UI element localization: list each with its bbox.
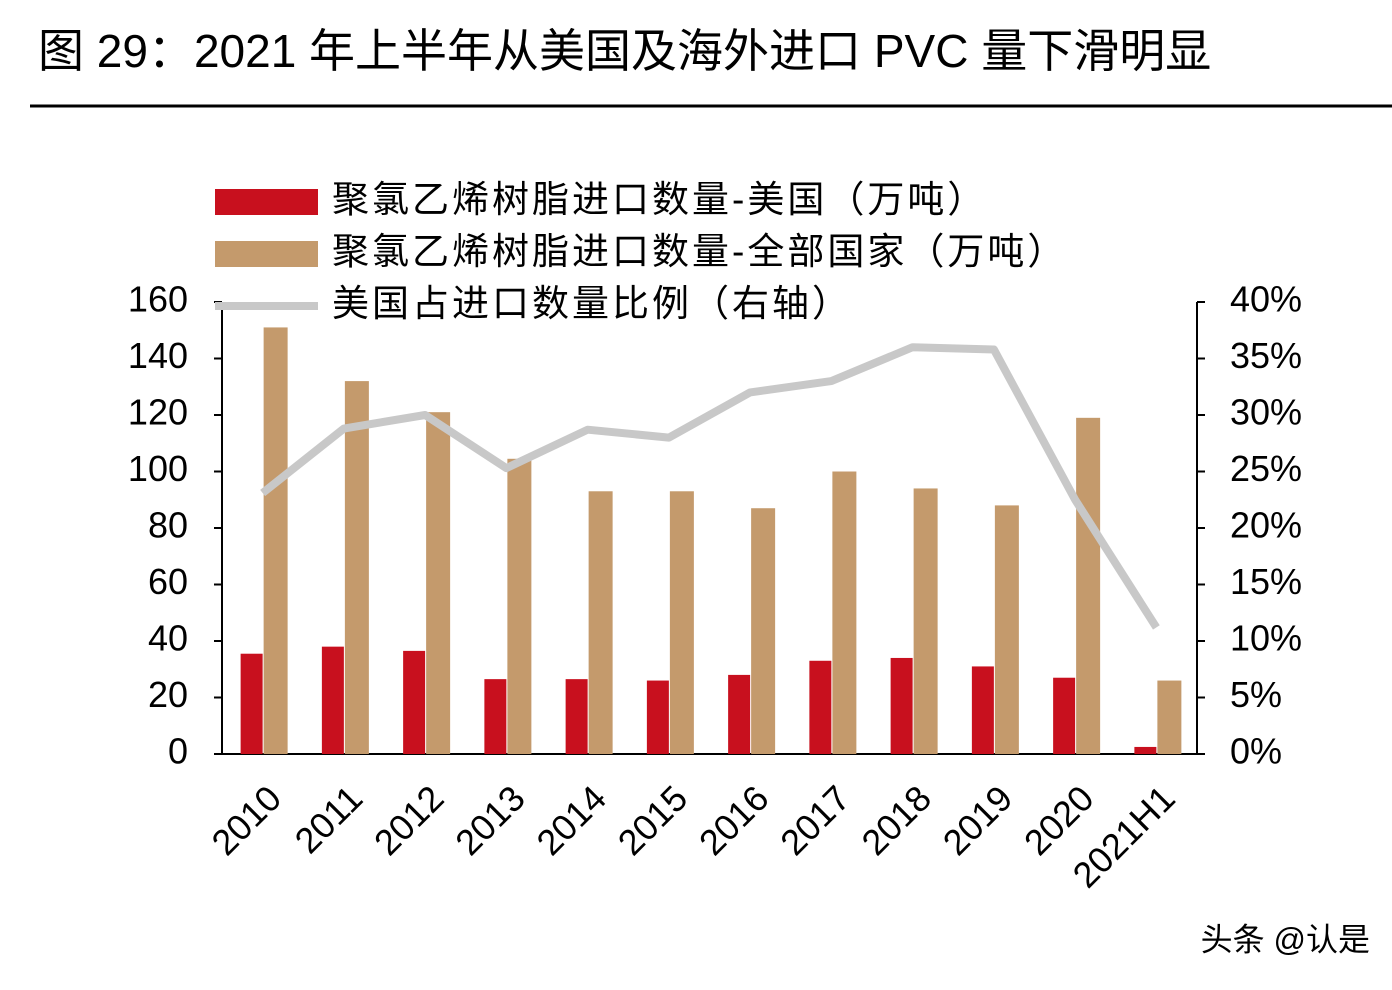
x-tick-label: 2016 <box>691 777 777 863</box>
bar <box>426 412 451 754</box>
y2-tick-label: 30% <box>1230 392 1302 433</box>
legend-label: 聚氯乙烯树脂进口数量-全部国家（万吨） <box>332 231 1067 272</box>
x-tick-label: 2019 <box>935 777 1021 863</box>
x-tick-label: 2013 <box>447 777 533 863</box>
x-tick-label: 2014 <box>528 777 614 863</box>
bar <box>1157 680 1182 754</box>
bar <box>240 653 263 754</box>
y-tick-label: 100 <box>128 448 188 489</box>
y-tick-label: 0 <box>168 731 188 772</box>
x-tick-label: 2017 <box>772 777 858 863</box>
legend-label: 聚氯乙烯树脂进口数量-美国（万吨） <box>332 179 987 220</box>
y-tick-label: 120 <box>128 392 188 433</box>
chart-title: 图 29：2021 年上半年从美国及海外进口 PVC 量下滑明显 <box>38 25 1211 77</box>
y2-tick-label: 10% <box>1230 618 1302 659</box>
y2-tick-label: 15% <box>1230 561 1302 602</box>
y-tick-label: 160 <box>128 279 188 320</box>
bar <box>1076 417 1101 754</box>
watermark: 头条 @认是 <box>1201 921 1370 957</box>
y-tick-label: 60 <box>148 561 188 602</box>
y2-tick-label: 0% <box>1230 731 1282 772</box>
bar <box>1053 677 1076 754</box>
bar <box>565 679 588 754</box>
bar <box>646 680 669 754</box>
line <box>260 343 1160 630</box>
bar <box>263 327 288 754</box>
y2-tick-label: 20% <box>1230 505 1302 546</box>
y-tick-label: 40 <box>148 618 188 659</box>
bar <box>484 679 507 754</box>
y-tick-label: 140 <box>128 335 188 376</box>
bar <box>1134 746 1157 754</box>
bar <box>403 650 426 754</box>
bar <box>971 666 994 754</box>
legend-label: 美国占进口数量比例（右轴） <box>332 283 852 324</box>
bar <box>809 660 832 754</box>
bar <box>507 458 532 754</box>
y2-tick-label: 35% <box>1230 335 1302 376</box>
bar <box>832 471 857 754</box>
bar <box>890 657 913 754</box>
y2-tick-label: 5% <box>1230 674 1282 715</box>
bar <box>669 491 694 754</box>
legend-swatch <box>215 241 318 267</box>
x-tick-label: 2015 <box>610 777 696 863</box>
y-tick-label: 20 <box>148 674 188 715</box>
x-tick-label: 2018 <box>853 777 939 863</box>
y2-tick-label: 25% <box>1230 448 1302 489</box>
bar <box>321 646 344 754</box>
x-tick-label: 2010 <box>203 777 289 863</box>
bar <box>344 381 369 754</box>
bar <box>588 491 613 754</box>
bar <box>751 508 776 754</box>
bar <box>994 505 1019 754</box>
y-tick-label: 80 <box>148 505 188 546</box>
x-tick-label: 2011 <box>287 777 371 861</box>
bar <box>913 488 938 754</box>
x-tick-label: 2012 <box>366 777 452 863</box>
y2-tick-label: 40% <box>1230 279 1302 320</box>
legend-swatch <box>215 189 318 215</box>
bar <box>728 674 751 754</box>
